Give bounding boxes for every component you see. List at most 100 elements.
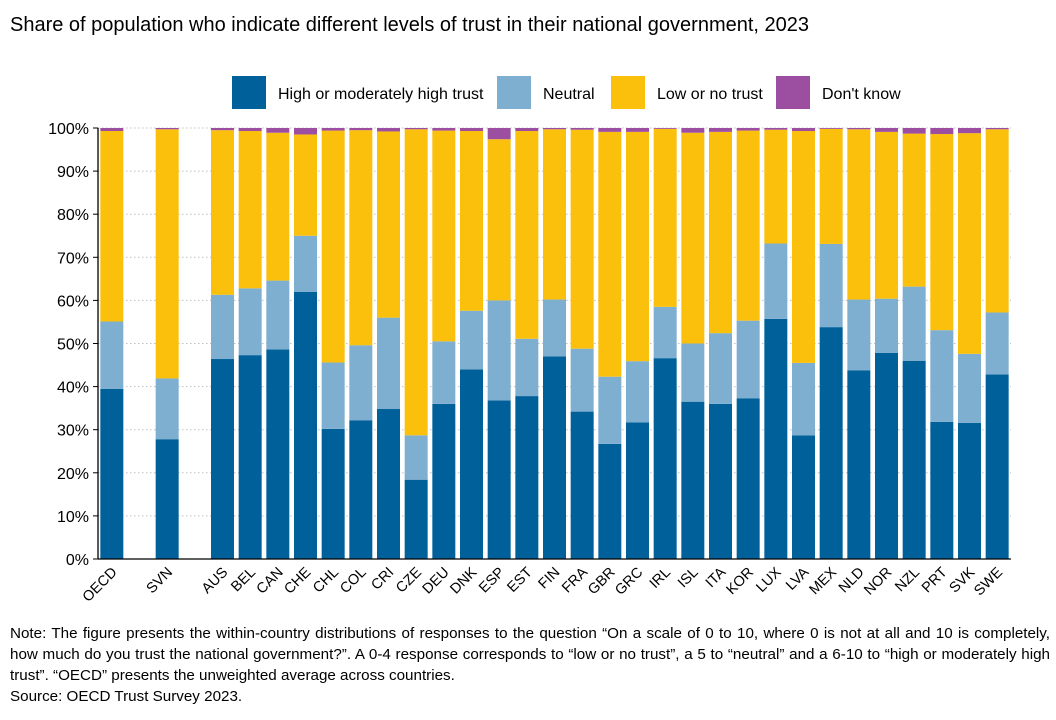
x-tick-label: CHL [310,565,342,597]
bar-segment [736,130,760,321]
bar-segment [515,128,539,132]
bar-segment [487,128,511,140]
bar-segment [653,358,677,559]
x-tick-label: IRL [647,565,674,592]
bar-segment [349,128,373,131]
x-tick-label: FIN [535,565,563,593]
bar-segment [709,131,732,334]
bar-segment [985,129,1009,313]
legend-swatch [611,76,645,109]
bar-segment [985,312,1009,375]
bar-segment [377,131,400,318]
y-tick-label: 30% [57,423,89,440]
bar-segment [875,128,898,132]
bar-segment [349,420,373,559]
bar-segment [211,130,234,295]
bar-segment [875,352,898,559]
bar-segment [294,235,317,292]
bar-segment [764,129,788,244]
bar-segment [958,133,981,354]
bar-segment [598,376,622,444]
bar-segment [266,280,290,350]
bar-segment [294,134,317,236]
bar-segment [432,341,456,404]
bar-segment [764,318,788,559]
bar-segment [709,128,732,132]
x-tick-label: DNK [447,564,480,597]
bar-segment [349,345,373,421]
y-tick-label: 40% [57,380,89,397]
x-tick-label: ESP [476,565,508,597]
bar-segment [321,428,345,559]
legend-swatch [497,76,531,109]
legend-label: Neutral [543,86,595,103]
bar-segment [958,353,981,423]
bar-segment [266,132,290,281]
bar-segment [985,374,1009,559]
bar-segment [819,128,843,244]
x-tick-label: NLD [836,565,868,597]
bar-segment [902,286,926,361]
bar-segment [321,130,345,363]
bar-segment [515,338,539,397]
y-tick-label: 70% [57,250,89,267]
bar-segment [764,243,788,319]
y-tick-label: 10% [57,509,89,526]
bar-segment [847,128,871,130]
bar-segment [598,443,622,559]
x-tick-label: CRI [368,565,397,594]
bar-segment [543,129,566,300]
bar-segment [653,128,677,307]
x-tick-label: GRC [612,565,646,599]
bar-segment [100,128,124,132]
bar-segment [404,479,428,559]
bar-segment [432,128,456,131]
bar-segment [460,128,483,132]
bar-segment [321,362,345,429]
bar-segment [211,128,234,131]
x-tick-label: OECD [80,565,121,606]
bar-segment [930,421,954,559]
y-tick-label: 100% [48,121,89,138]
bar-segment [902,360,926,559]
bar-segment [819,128,843,129]
bar-segment [515,131,539,339]
bar-segment [460,310,483,370]
bar-segment [238,131,262,289]
bar-segment [543,128,566,130]
bar-segment [681,343,705,402]
stacked-bar-chart: 0% 10% 20% 30% 40% 50% 60% 70% 80% 90% 100% OECD SVN… [48,76,1011,606]
bar-segment [432,130,456,342]
bar-segment [930,330,954,422]
bar-segment [266,128,290,133]
bar-segment [681,128,705,133]
bar-segment [155,378,179,440]
bar-segment [736,398,760,559]
bar-segment [377,128,400,132]
x-tick-label: KOR [723,565,757,599]
x-tick-label: LUX [753,564,784,595]
bar-segment [570,348,594,412]
x-tick-label: CHE [281,564,314,597]
bar-segment [487,300,511,401]
bar-segment [487,400,511,559]
x-tick-label: EST [504,564,535,595]
x-tick-label: AUS [199,565,231,597]
x-tick-label: FRA [559,564,591,596]
bar-segment [570,411,594,559]
y-tick-label: 0% [66,552,89,569]
x-tick-label: PRT [919,564,951,596]
bar-segment [349,130,373,346]
x-tick-label: COL [337,565,369,597]
bar-segment [155,129,179,379]
bar-segment [460,369,483,559]
bar-segment [432,403,456,559]
bar-segment [847,129,871,300]
legend-label: Don't know [822,86,901,103]
bar-segment [681,132,705,344]
legend-swatch [232,76,266,109]
bar-segment [404,435,428,480]
x-tick-label: SVN [144,565,176,597]
bar-segment [266,349,290,559]
bar-segment [404,129,428,436]
